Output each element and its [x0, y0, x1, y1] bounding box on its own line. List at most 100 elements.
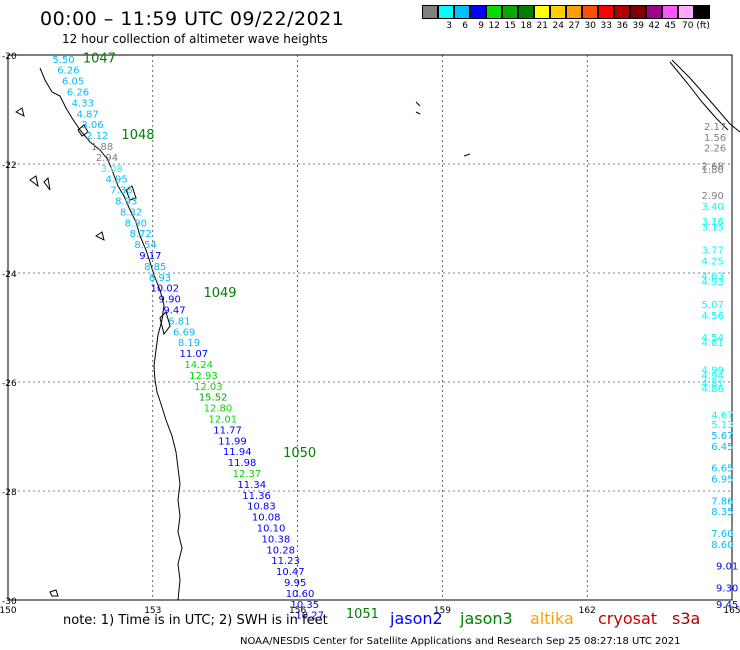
wave-height-label: 3.77 — [702, 246, 724, 257]
wave-height-label: 10.28 — [266, 545, 295, 556]
wave-height-label: 3.15 — [702, 223, 724, 234]
legend-label: 42 — [648, 21, 660, 31]
legend-label: 24 — [552, 21, 564, 31]
wave-height-label: 2.12 — [86, 131, 108, 142]
wave-height-label: 6.65 — [711, 464, 733, 475]
satellite-name-jason2: jason2 — [390, 609, 443, 628]
wave-height-label: 15.52 — [199, 393, 228, 404]
new-caledonia-coast — [671, 59, 740, 133]
track-labels: 5.506.266.056.264.334.873.062.121.882.94… — [52, 52, 738, 622]
legend-label: 21 — [536, 21, 548, 31]
wave-height-label: 5.67 — [711, 431, 733, 442]
wave-height-label: 6.81 — [168, 316, 190, 327]
legend-swatch — [534, 5, 550, 19]
lon-tick-label: 153 — [144, 606, 161, 616]
coastline — [15, 59, 740, 601]
wave-height-label: 2.68 — [702, 162, 724, 173]
orbit-number-label: 1050 — [283, 446, 316, 461]
island-curtis — [125, 185, 137, 201]
wave-height-label: 9.47 — [163, 306, 185, 317]
wave-height-label: 12.37 — [233, 469, 262, 480]
wave-height-label: 1.56 — [704, 133, 726, 144]
wave-height-label: 4.93 — [702, 277, 724, 288]
wave-height-label: 6.95 — [711, 474, 733, 485]
map-frame — [7, 54, 733, 601]
legend-swatch — [438, 5, 454, 19]
lat-tick-label: -22 — [2, 161, 17, 171]
wave-height-label: 10.60 — [286, 589, 315, 600]
legend-swatch — [502, 5, 518, 19]
island-small-4 — [15, 107, 25, 117]
orbit-number-label: 1048 — [121, 128, 154, 143]
legend-label: 9 — [478, 21, 484, 31]
legend-swatch — [598, 5, 614, 19]
wave-height-label: 4.81 — [702, 338, 724, 349]
wave-height-legend: 3 6 9 12 15 18 21 24 27 30 33 36 39 42 45 70 (ft) — [422, 5, 712, 31]
lon-tick-label: 162 — [579, 606, 596, 616]
wave-height-label: 10.27 — [295, 611, 324, 622]
wave-height-label: 2.94 — [96, 153, 118, 164]
reef-1 — [415, 101, 421, 107]
legend-swatch — [422, 5, 438, 19]
legend-label: 33 — [600, 21, 612, 31]
wave-height-label: 4.83 — [702, 272, 724, 283]
lon-tick-label: 150 — [0, 606, 17, 616]
wave-height-label: 10.02 — [151, 284, 180, 295]
legend-label: 70 (ft) — [682, 21, 710, 31]
wave-height-label: 10.47 — [276, 567, 305, 578]
wave-height-label: 4.56 — [702, 311, 724, 322]
wave-height-label: 4.67 — [711, 411, 733, 422]
wave-height-label: 8.19 — [178, 338, 200, 349]
lat-lon-grid — [7, 54, 733, 601]
legend-swatch — [662, 5, 678, 19]
new-caledonia-coast-2 — [669, 61, 729, 131]
lon-tick-label: 159 — [434, 606, 451, 616]
legend-swatch — [646, 5, 662, 19]
wave-height-label: 6.69 — [173, 327, 195, 338]
wave-height-label: 12.03 — [194, 382, 223, 393]
legend-label: 39 — [632, 21, 644, 31]
wave-height-label: 1.80 — [702, 165, 724, 176]
orbit-number-label: 1049 — [203, 286, 236, 301]
wave-height-label: 9.30 — [716, 583, 738, 594]
wave-height-label: 8.93 — [115, 197, 137, 208]
wave-height-label: 10.10 — [257, 524, 286, 535]
wave-height-label: 2.17 — [704, 122, 726, 133]
orbit-number-label: 1047 — [83, 52, 116, 67]
wave-height-label: 8.60 — [711, 540, 733, 551]
lord-howe-marker — [49, 589, 59, 597]
wave-height-label: 9.90 — [159, 295, 181, 306]
wave-height-label: 11.23 — [271, 556, 300, 567]
wave-height-label: 2.26 — [704, 144, 726, 155]
island-small-3 — [43, 176, 51, 191]
wave-height-label: 9.95 — [284, 578, 306, 589]
lat-tick-label: -28 — [2, 488, 17, 498]
reef-3 — [463, 153, 471, 157]
wave-height-label: 11.77 — [213, 425, 242, 436]
map-title: 00:00 – 11:59 UTC 09/22/2021 — [40, 8, 345, 30]
wave-height-label: 14.24 — [184, 360, 213, 371]
orbit-number-label: 1051 — [346, 607, 379, 622]
wave-height-label: 4.99 — [702, 365, 724, 376]
legend-swatch — [470, 5, 486, 19]
wave-height-label: 10.38 — [262, 534, 291, 545]
legend-label: 27 — [568, 21, 580, 31]
wave-height-label: 9.01 — [716, 562, 738, 573]
island-fraser — [159, 311, 171, 336]
wave-height-label: 8.90 — [125, 218, 147, 229]
credit-line: NOAA/NESDIS Center for Satellite Applica… — [240, 636, 681, 647]
wave-height-label: 4.25 — [702, 256, 724, 267]
wave-height-label: 8.93 — [149, 273, 171, 284]
wave-height-label: 6.45 — [711, 442, 733, 453]
reef-2 — [415, 111, 421, 115]
legend-swatch — [678, 5, 694, 19]
wave-height-label: 5.07 — [702, 300, 724, 311]
wave-height-label: 7.36 — [110, 186, 132, 197]
wave-height-label: 10.08 — [252, 513, 281, 524]
wave-height-label: 4.86 — [702, 384, 724, 395]
wave-height-label: 11.36 — [242, 491, 271, 502]
wave-height-label: 11.99 — [218, 436, 247, 447]
wave-height-label: 5.50 — [52, 55, 74, 66]
wave-height-label: 11.07 — [180, 349, 209, 360]
lat-tick-label: -24 — [2, 270, 17, 280]
